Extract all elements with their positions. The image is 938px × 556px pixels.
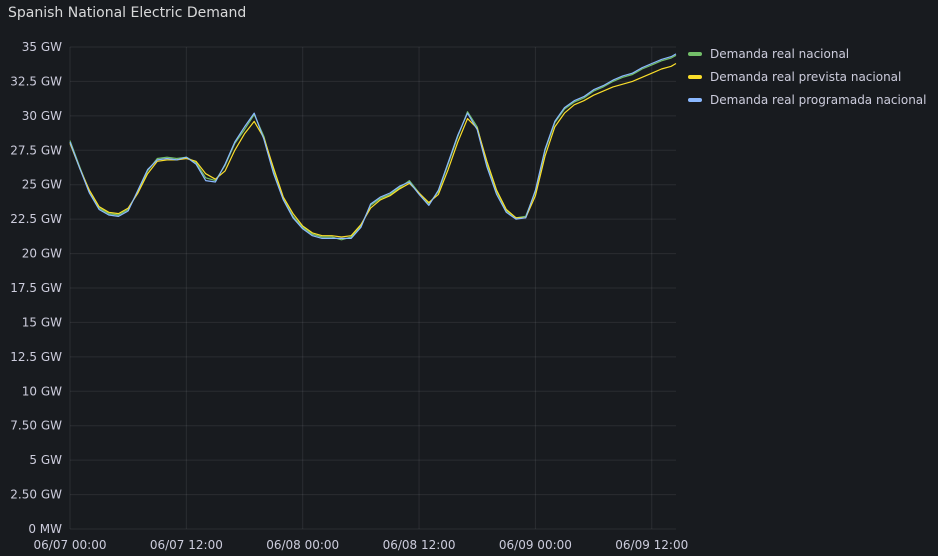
legend-label-demanda-prevista: Demanda real prevista nacional: [710, 69, 902, 84]
chart-grid: [69, 46, 676, 530]
x-tick-label: 06/08 00:00: [266, 538, 339, 552]
y-tick-label: 35 GW: [22, 40, 62, 54]
series-line-2: [69, 53, 677, 239]
chart-legend: Demanda real nacional Demanda real previ…: [688, 42, 927, 111]
x-tick-label: 06/07 00:00: [34, 538, 107, 552]
y-tick-label: 22.5 GW: [10, 212, 62, 226]
legend-swatch-demanda-prevista: [688, 74, 702, 79]
y-tick-label: 12.5 GW: [10, 350, 62, 364]
legend-item-demanda-real[interactable]: Demanda real nacional: [688, 42, 927, 65]
x-tick-label: 06/09 00:00: [499, 538, 572, 552]
legend-item-demanda-programada[interactable]: Demanda real programada nacional: [688, 88, 927, 111]
y-tick-label: 25 GW: [22, 178, 62, 192]
x-axis-ticks: 06/07 00:00 06/07 12:00 06/08 00:00 06/08 1…: [34, 538, 689, 552]
y-tick-label: 27.5 GW: [10, 143, 62, 157]
legend-label-demanda-programada: Demanda real programada nacional: [710, 92, 927, 107]
y-tick-label: 5 GW: [29, 453, 62, 467]
y-tick-label: 10 GW: [22, 384, 62, 398]
legend-item-demanda-prevista[interactable]: Demanda real prevista nacional: [688, 65, 927, 88]
x-tick-label: 06/07 12:00: [150, 538, 223, 552]
legend-swatch-demanda-programada: [688, 97, 702, 102]
x-tick-label: 06/08 12:00: [383, 538, 456, 552]
chart-series: [69, 53, 677, 241]
y-tick-label: 15 GW: [22, 315, 62, 329]
series-line-1: [69, 62, 677, 238]
y-tick-label: 20 GW: [22, 247, 62, 261]
y-tick-label: 2.50 GW: [10, 488, 62, 502]
legend-swatch-demanda-real: [688, 51, 702, 56]
y-axis-ticks: 0 MW 2.50 GW 5 GW 7.50 GW 10 GW 12.5 GW 15 GW 1…: [10, 40, 62, 536]
y-tick-label: 30 GW: [22, 109, 62, 123]
y-tick-label: 32.5 GW: [10, 74, 62, 88]
x-tick-label: 06/09 12:00: [615, 538, 688, 552]
legend-label-demanda-real: Demanda real nacional: [710, 46, 850, 61]
y-tick-label: 0 MW: [28, 522, 62, 536]
y-tick-label: 17.5 GW: [10, 281, 62, 295]
panel-title: Spanish National Electric Demand: [8, 5, 247, 21]
series-line-0: [69, 54, 677, 241]
y-tick-label: 7.50 GW: [10, 419, 62, 433]
